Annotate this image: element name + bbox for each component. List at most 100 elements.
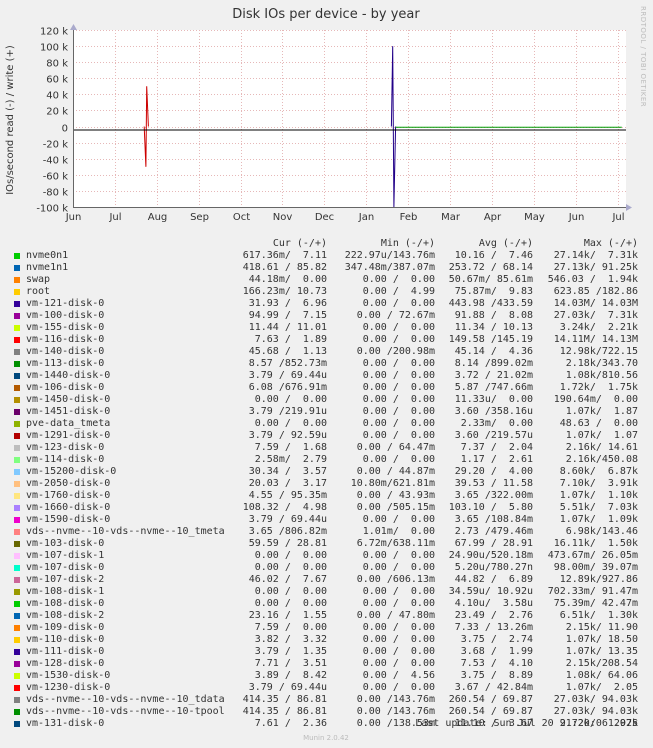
legend-max: 1.72k/ 1.75k <box>559 382 638 393</box>
legend-max: 75.39m/ 42.47m <box>553 598 638 609</box>
x-tick-label: Nov <box>273 212 293 223</box>
legend-swatch <box>14 289 20 295</box>
legend-max: 7.10k/ 3.91k <box>559 478 638 489</box>
legend-cur: 3.89 / 8.42 <box>254 670 327 681</box>
legend-max: 48.63 / 0.00 <box>559 418 638 429</box>
legend-min: 347.48m/387.07m <box>344 262 435 273</box>
legend-avg: 5.87 /747.66m <box>454 382 533 393</box>
legend-row: vm-155-disk-0 11.44 / 11.01 0.00 / 0.00 11.… <box>0 322 653 334</box>
legend-cur: 3.79 / 69.44u <box>248 514 327 525</box>
legend-name: nvme1n1 <box>26 262 69 273</box>
legend-min: 0.00 / 0.00 <box>362 298 435 309</box>
y-tick-label: 0 <box>62 124 68 135</box>
y-tick-label: 120 k <box>40 27 68 38</box>
y-tick-label: -60 k <box>43 172 69 183</box>
legend-name: vm-121-disk-0 <box>26 298 105 309</box>
legend-cur: 23.16 / 1.55 <box>248 610 327 621</box>
legend-name: vds--nvme--10-vds--nvme--10_tmeta <box>26 526 225 537</box>
legend-row: vm-1760-disk-0 4.55 / 95.35m 0.00 / 43.93m… <box>0 490 653 502</box>
x-tick-label: Jun <box>65 212 82 223</box>
series-lines <box>143 46 622 208</box>
legend-row: pve-data_tmeta 0.00 / 0.00 0.00 / 0.00 2.33… <box>0 418 653 430</box>
legend-cur: 3.65 /806.82m <box>248 526 327 537</box>
legend-min: 0.00 / 4.99 <box>362 286 435 297</box>
legend-name: vm-155-disk-0 <box>26 322 105 333</box>
y-tick-label: 20 k <box>46 107 68 118</box>
legend-cur: 6.08 /676.91m <box>248 382 327 393</box>
legend-min: 0.00 / 0.00 <box>362 586 435 597</box>
legend-min: 0.00 / 72.67m <box>356 310 435 321</box>
legend-row: vm-2050-disk-0 20.03 / 3.17 10.80m/621.81m… <box>0 478 653 490</box>
x-axis-arrow-icon <box>626 204 632 211</box>
legend-name: vm-108-disk-1 <box>26 586 105 597</box>
legend-swatch <box>14 685 20 691</box>
legend-min: 0.00 / 0.00 <box>362 322 435 333</box>
legend-avg: 44.82 / 6.89 <box>454 574 533 585</box>
legend-name: vm-140-disk-0 <box>26 346 105 357</box>
legend-name: vm-1760-disk-0 <box>26 490 111 501</box>
legend-header-avg: Avg (-/+) <box>478 238 533 249</box>
legend-min: 0.00 / 47.80m <box>356 610 435 621</box>
legend-min: 0.00 /138.53m <box>356 718 435 729</box>
legend-row: swap 44.18m/ 0.00 0.00 / 0.00 50.67m/ 85.61… <box>0 274 653 286</box>
legend-avg: 3.60 /358.16u <box>454 406 533 417</box>
legend-max: 2.15k/208.54 <box>565 658 638 669</box>
legend-name: vm-110-disk-0 <box>26 634 105 645</box>
legend-avg: 7.37 / 2.04 <box>460 442 533 453</box>
legend-row: root 166.23m/ 10.73 0.00 / 4.99 75.87m/ 9.8… <box>0 286 653 298</box>
legend-avg: 4.10u/ 3.58u <box>454 598 533 609</box>
series-line <box>390 46 397 208</box>
legend-min: 0.00 /505.15m <box>356 502 435 513</box>
legend-avg: 253.72 / 68.14 <box>448 262 533 273</box>
legend-swatch <box>14 541 20 547</box>
legend-avg: 7.53 / 4.10 <box>460 658 533 669</box>
y-axis-label: IOs/second read (-) / write (+) <box>5 45 16 195</box>
legend-swatch <box>14 397 20 403</box>
legend-cur: 414.35 / 86.81 <box>242 694 327 705</box>
legend-name: vm-107-disk-1 <box>26 550 105 561</box>
legend-cur: 0.00 / 0.00 <box>254 418 327 429</box>
y-tick-label: 100 k <box>40 43 68 54</box>
x-tick-label: Apr <box>484 212 502 223</box>
legend-avg: 2.33m/ 0.00 <box>460 418 533 429</box>
legend-row: vm-116-disk-0 7.63 / 1.89 0.00 / 0.00 149.5… <box>0 334 653 346</box>
legend-min: 0.00 / 4.56 <box>362 670 435 681</box>
legend-swatch <box>14 313 20 319</box>
munin-version: Munin 2.0.42 <box>303 734 349 742</box>
legend-swatch <box>14 709 20 715</box>
legend-name: nvme0n1 <box>26 250 69 261</box>
legend-min: 0.00 / 0.00 <box>362 622 435 633</box>
legend-min: 0.00 / 44.87m <box>356 466 435 477</box>
legend-swatch <box>14 361 20 367</box>
legend-avg: 67.99 / 28.91 <box>454 538 533 549</box>
legend-name: vm-107-disk-2 <box>26 574 105 585</box>
y-axis-arrow-icon <box>70 24 77 30</box>
legend-swatch <box>14 457 20 463</box>
legend-swatch <box>14 253 20 259</box>
legend-swatch <box>14 469 20 475</box>
legend-swatch <box>14 613 20 619</box>
legend-avg: 3.67 / 42.84m <box>454 682 533 693</box>
legend-min: 0.00 / 0.00 <box>362 358 435 369</box>
legend-avg: 1.17 / 2.61 <box>460 454 533 465</box>
legend-row: vds--nvme--10-vds--nvme--10-tpool 414.35 … <box>0 706 653 718</box>
legend-header: Cur (-/+) Min (-/+) Avg (-/+) Max (-/+) <box>0 238 653 250</box>
legend-row: vm-108-disk-0 0.00 / 0.00 0.00 / 0.00 4.10u… <box>0 598 653 610</box>
legend-name: root <box>26 286 51 297</box>
legend-avg: 5.20u/780.27n <box>454 562 533 573</box>
legend-swatch <box>14 553 20 559</box>
legend-cur: 8.57 /852.73m <box>248 358 327 369</box>
legend-avg: 75.87m/ 9.83 <box>454 286 533 297</box>
legend-name: vds--nvme--10-vds--nvme--10_tdata <box>26 694 225 705</box>
legend-swatch <box>14 421 20 427</box>
y-tick-label: -40 k <box>43 156 69 167</box>
legend-row: vm-121-disk-0 31.93 / 6.96 0.00 / 0.00 443.… <box>0 298 653 310</box>
legend-avg: 443.98 /433.59 <box>448 298 533 309</box>
legend-swatch <box>14 265 20 271</box>
legend-header-cur: Cur (-/+) <box>272 238 327 249</box>
legend-swatch <box>14 373 20 379</box>
legend-avg: 23.49 / 2.76 <box>454 610 533 621</box>
legend-min: 0.00 / 0.00 <box>362 658 435 669</box>
legend-max: 473.67m/ 26.05m <box>547 550 638 561</box>
legend-name: vm-108-disk-0 <box>26 598 105 609</box>
